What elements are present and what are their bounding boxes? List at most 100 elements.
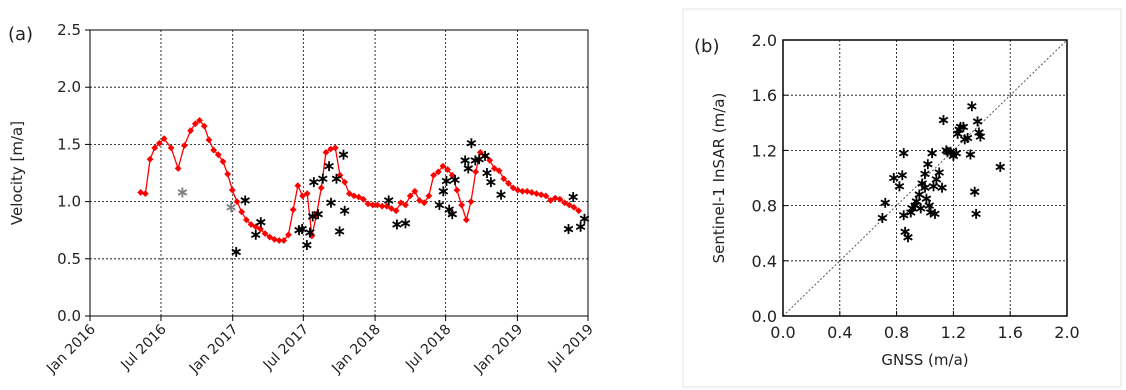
panel-a-insar-point [458, 201, 466, 209]
panel-a-gnss-asterisk [309, 177, 319, 188]
panel-b-x-tick-label: 1.2 [941, 323, 966, 342]
panel-b-scatter-point [930, 208, 940, 219]
panel-a-gnss-asterisk [231, 246, 242, 257]
panel-a-insar-point [514, 186, 522, 194]
panel-a-insar-point [191, 120, 199, 128]
panel-b-x-tick-label: 0.4 [827, 323, 852, 342]
panel-a-insar-point [392, 207, 400, 215]
panel-a-insar-point [141, 190, 149, 197]
panel-b-scatter-point [927, 148, 937, 159]
panel-a-insar-point [257, 225, 264, 233]
panel-b-scatter-point [937, 182, 947, 193]
panel-a-insar-point [350, 192, 358, 200]
panel-a-insar-point [402, 201, 409, 209]
panel-a-gnss-asterisk [318, 173, 328, 184]
panel-a-insar-point [345, 190, 353, 197]
panel-a-x-tick-label: Jan 2017 [186, 322, 242, 378]
panel-a-insar-point [528, 189, 536, 196]
panel-a-y-axis-label: Velocity [m/a] [8, 121, 26, 225]
panel-a-x-tick-label: Jul 2017 [260, 322, 312, 374]
panel-b-y-tick-labels: 0.0 0.4 0.8 1.2 1.6 2.0 [752, 31, 788, 326]
panel-b-scatter-point [971, 208, 981, 219]
panel-b-scatter-point [920, 182, 930, 193]
panel-a-gnss-asterisk [313, 209, 323, 220]
panel-a-insar-point [388, 205, 395, 212]
panel-a-insar-point [355, 193, 363, 201]
panel-b-scatter-point [972, 116, 983, 127]
panel-a-gnss-asterisk [480, 150, 490, 161]
panel-a-gnss-asterisk [339, 205, 350, 216]
panel-a-insar-point [196, 116, 203, 124]
panel-a-insar-point [210, 146, 218, 154]
panel-a-gnss-asterisk [331, 173, 342, 184]
panel-b-scatter-point [898, 148, 909, 159]
panel-a-insar-point [174, 165, 182, 172]
panel-a-insar-point [425, 192, 433, 200]
panel-a-insar-point [561, 199, 568, 207]
panel-a-series [137, 116, 590, 257]
panel-a-insar-point [444, 166, 452, 173]
panel-a-insar-point [228, 186, 236, 194]
panel-b-scatter-point [880, 197, 891, 208]
panel-b-scatter-point [903, 232, 913, 243]
panel-a-x-tick-label: Jul 2019 [545, 322, 597, 374]
panel-a-velocity-timeseries: (a) 0.00.51.01.52.02.5 Jan 2016 Jul 2016 J… [8, 21, 597, 377]
panel-a-insar-point [280, 237, 288, 244]
panel-a-gray-asterisk [226, 202, 236, 213]
panel-a-y-tick-label: 0.5 [57, 250, 81, 268]
panel-a-insar-point [247, 221, 255, 228]
panel-b-scatter-point [928, 181, 939, 192]
panel-a-gnss-asterisk [400, 218, 411, 229]
panel-a-gnss-asterisk [450, 174, 460, 185]
panel-a-insar-point [200, 122, 208, 130]
panel-a-insar-point [151, 144, 159, 152]
panel-b-x-tick-label: 0.8 [884, 323, 909, 342]
panel-a-insar-point [519, 187, 526, 195]
panel-a-insar-point [180, 142, 188, 149]
panel-a-insar-point [565, 201, 573, 209]
panel-a-gnss-asterisk [575, 221, 586, 232]
panel-a-insar-point [556, 195, 564, 203]
panel-b-y-tick-label: 1.6 [752, 86, 777, 105]
panel-a-insar-point [224, 170, 232, 178]
panel-a-gnss-asterisk [334, 226, 345, 237]
panel-b-scatter-point [920, 168, 930, 179]
panel-a-insar-point [491, 165, 498, 172]
panel-a-insar-point [551, 194, 559, 202]
panel-a-insar-point [238, 208, 246, 216]
panel-a-insar-point [500, 175, 508, 183]
panel-a-gnss-asterisk [466, 138, 477, 149]
panel-a-gnss-asterisk [438, 186, 449, 197]
panel-a-insar-point [214, 151, 222, 159]
panel-a-gnss-asterisk [324, 161, 334, 172]
panel-a-y-tick-label: 0.0 [57, 307, 81, 325]
panel-a-insar-point [537, 191, 545, 199]
panel-a-insar-point [472, 168, 480, 176]
panel-b-scatter-point [921, 193, 932, 204]
panel-b-scatter-point [958, 121, 969, 132]
panel-a-y-tick-label: 2.0 [57, 78, 81, 96]
panel-b-y-tick-label: 0.8 [752, 197, 777, 216]
panel-b-scatter-point [931, 174, 942, 185]
panel-b-scatter-point [911, 196, 922, 207]
panel-b-scatter-point [967, 101, 977, 112]
panel-b-label: (b) [694, 36, 719, 57]
panel-a-gnss-asterisk [297, 224, 307, 235]
panel-a-insar-point [369, 201, 377, 209]
panel-b-scatter-point [897, 170, 908, 181]
panel-b-scatter-point [934, 167, 944, 178]
panel-a-gnss-asterisk [250, 229, 261, 240]
panel-a-insar-point [523, 187, 531, 195]
panel-a-gnss-asterisk [563, 224, 574, 235]
panel-a-x-tick-label: Jan 2018 [328, 322, 384, 378]
panel-a-insar-point [233, 198, 241, 205]
panel-a-insar-point [167, 144, 175, 152]
panel-a-gnss-asterisk [568, 192, 578, 203]
panel-a-gnss-asterisk [441, 176, 452, 187]
panel-a-insar-point [331, 144, 339, 152]
panel-a-gnss-asterisk [392, 219, 402, 230]
panel-a-x-tick-label: Jul 2016 [117, 321, 169, 373]
panel-a-insar-point [364, 200, 372, 208]
panel-a-gnss-asterisk [302, 240, 312, 251]
panel-a-insar-point [219, 158, 227, 165]
